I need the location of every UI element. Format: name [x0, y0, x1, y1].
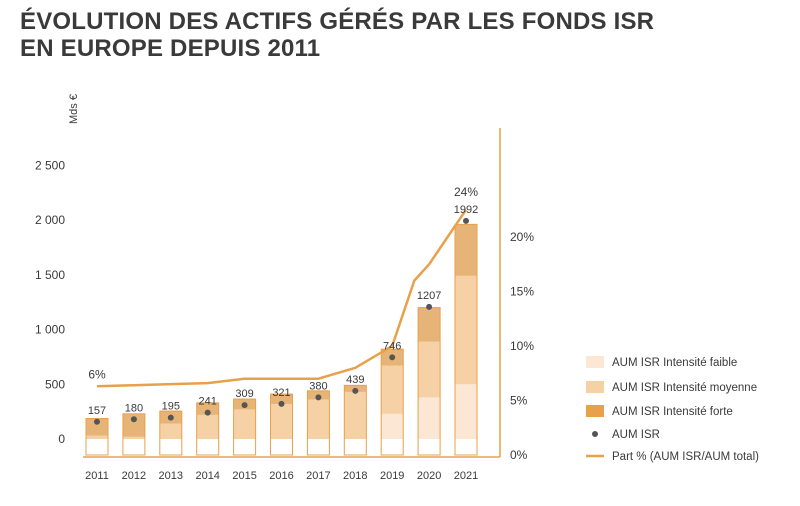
- x-tick-label: 2012: [122, 470, 146, 482]
- x-tick-label: 2016: [269, 470, 293, 482]
- bar-segment-2: [418, 341, 441, 398]
- legend-swatch: [586, 405, 604, 417]
- aum-label: 157: [88, 405, 106, 417]
- bar-segment-2: [307, 399, 330, 439]
- bar-segment-1: [381, 413, 404, 439]
- aum-label: 1207: [417, 290, 441, 302]
- y2-axis-ticks: 0% 5% 10% 15% 20%: [510, 230, 534, 462]
- aum-label: 309: [235, 388, 253, 400]
- aum-label: 321: [272, 387, 290, 399]
- bar-outline: [85, 418, 109, 456]
- bars-group: [85, 223, 478, 456]
- aum-dot: [167, 414, 174, 421]
- bar-outline: [380, 348, 404, 456]
- y-tick-label: 1 000: [35, 323, 65, 337]
- bar-segment-3: [122, 413, 145, 437]
- x-tick-label: 2013: [159, 470, 183, 482]
- bar-outline: [306, 390, 330, 456]
- x-tick-label: 2011: [85, 470, 109, 482]
- aum-dot: [278, 400, 285, 407]
- bar-segment-2: [344, 391, 367, 439]
- y2-tick-label: 5%: [510, 394, 528, 408]
- y2-tick-label: 10%: [510, 339, 534, 353]
- aum-label: 241: [199, 396, 217, 408]
- bar-outline: [122, 413, 146, 456]
- aum-dot: [94, 418, 100, 425]
- bar-segment-2: [381, 365, 404, 414]
- aum-label: 195: [162, 401, 180, 413]
- aum-dot: [352, 387, 359, 394]
- share-line: [96, 209, 468, 388]
- chart-title: ÉVOLUTION DES ACTIFS GÉRÉS PAR LES FONDS…: [20, 8, 654, 62]
- bar-outline: [454, 223, 478, 456]
- bar-segment-2: [122, 436, 145, 439]
- legend-label: AUM ISR Intensité moyenne: [612, 382, 757, 394]
- x-tick-label: 2021: [454, 470, 478, 482]
- bar-outline: [159, 410, 183, 456]
- x-tick-label: 2020: [417, 470, 441, 482]
- aum-dot: [426, 303, 433, 310]
- bar-segment-2: [86, 435, 108, 439]
- y-tick-label: 500: [45, 377, 65, 391]
- share-annotation: 24%: [454, 185, 478, 199]
- bar-segment-2: [455, 275, 477, 385]
- x-tick-label: 2014: [195, 470, 219, 482]
- aum-dot: [130, 416, 137, 423]
- chart-title-line2: EN EUROPE DEPUIS 2011: [20, 35, 321, 62]
- bar-segment-3: [418, 307, 441, 342]
- aum-label: 439: [346, 374, 364, 386]
- legend-label: Part % (AUM ISR/AUM total): [612, 451, 759, 463]
- legend-dot: [592, 431, 598, 437]
- bar-segment-1: [418, 397, 441, 439]
- y-axis-ticks: 0 500 1 000 1 500 2 000 2 500: [35, 158, 65, 446]
- x-axis-ticks: 2011 2012 2013 2014 2015 2016 2017 2018 2019 2020…: [85, 470, 478, 482]
- legend-label: AUM ISR: [612, 429, 660, 441]
- y-tick-label: 2 500: [35, 158, 65, 172]
- bar-segment-2: [233, 409, 256, 439]
- x-tick-label: 2019: [380, 470, 404, 482]
- y2-tick-label: 20%: [510, 230, 534, 244]
- bar-segment-3: [270, 394, 293, 404]
- aum-dot: [463, 217, 469, 224]
- bar-segment-3: [455, 224, 477, 276]
- legend-label: AUM ISR Intensité faible: [612, 357, 737, 369]
- aum-label: 380: [309, 380, 327, 392]
- aum-label: 746: [383, 340, 401, 352]
- x-tick-label: 2017: [306, 470, 330, 482]
- share-annotation: 6%: [88, 367, 106, 381]
- aum-dot: [241, 402, 248, 409]
- bar-segment-1: [455, 384, 477, 439]
- legend: AUM ISR Intensité faible AUM ISR Intensit…: [586, 356, 759, 463]
- x-tick-label: 2015: [232, 470, 256, 482]
- y2-tick-label: 15%: [510, 285, 534, 299]
- bar-outline: [196, 402, 220, 456]
- bar-segment-2: [270, 403, 293, 439]
- bar-segment-3: [86, 418, 108, 436]
- y2-tick-label: 0%: [510, 448, 528, 462]
- bar-outline: [343, 384, 367, 456]
- y-tick-label: 1 500: [35, 268, 65, 282]
- x-tick-label: 2018: [343, 470, 367, 482]
- legend-label: AUM ISR Intensité forte: [612, 406, 733, 418]
- aum-label: 1992: [454, 204, 478, 216]
- legend-swatch: [586, 381, 604, 393]
- share-line-group: 6% 24%: [88, 185, 478, 388]
- aum-label: 180: [125, 402, 143, 414]
- y-axis-title: Mds €: [68, 94, 80, 124]
- legend-swatch: [586, 356, 604, 368]
- aum-dot: [204, 409, 211, 416]
- y-tick-label: 2 000: [35, 213, 65, 227]
- bar-segment-2: [196, 414, 219, 439]
- aum-dot: [315, 394, 322, 401]
- bar-outline: [270, 393, 293, 456]
- bar-outline: [233, 398, 257, 456]
- bar-segment-2: [159, 423, 182, 439]
- bar-segment-3: [196, 402, 219, 415]
- chart-title-line1: ÉVOLUTION DES ACTIFS GÉRÉS PAR LES FONDS…: [20, 8, 655, 35]
- aum-dot: [389, 354, 396, 361]
- y-tick-label: 0: [58, 432, 65, 446]
- aum-dots-group: 157 180 195 241 309 321 380 439 746 1207 1992: [88, 204, 478, 425]
